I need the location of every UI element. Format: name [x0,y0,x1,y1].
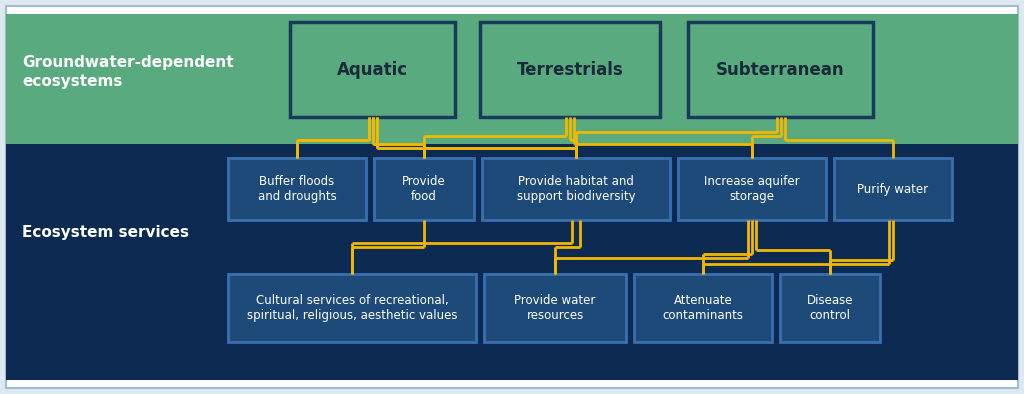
Bar [834,158,952,220]
Bar [290,22,455,117]
Bar [482,158,670,220]
Bar [6,144,1018,380]
Text: Aquatic: Aquatic [337,61,408,78]
Bar [228,158,366,220]
Bar [678,158,826,220]
Text: Provide water
resources: Provide water resources [514,294,596,322]
Bar [480,22,660,117]
Bar [688,22,873,117]
Text: Increase aquifer
storage: Increase aquifer storage [705,175,800,203]
Bar [484,274,626,342]
Bar [634,274,772,342]
Text: Groundwater-dependent
ecosystems: Groundwater-dependent ecosystems [22,55,233,89]
Text: Disease
control: Disease control [807,294,853,322]
Bar [374,158,474,220]
Bar [228,274,476,342]
Text: Purify water: Purify water [857,182,929,195]
Text: Provide habitat and
support biodiversity: Provide habitat and support biodiversity [517,175,635,203]
Text: Ecosystem services: Ecosystem services [22,225,189,240]
Text: Provide
food: Provide food [402,175,445,203]
Text: Cultural services of recreational,
spiritual, religious, aesthetic values: Cultural services of recreational, spiri… [247,294,458,322]
Text: Terrestrials: Terrestrials [517,61,624,78]
Text: Subterranean: Subterranean [716,61,845,78]
Text: Buffer floods
and droughts: Buffer floods and droughts [258,175,336,203]
Text: Attenuate
contaminants: Attenuate contaminants [663,294,743,322]
Bar [780,274,880,342]
Bar [6,14,1018,144]
